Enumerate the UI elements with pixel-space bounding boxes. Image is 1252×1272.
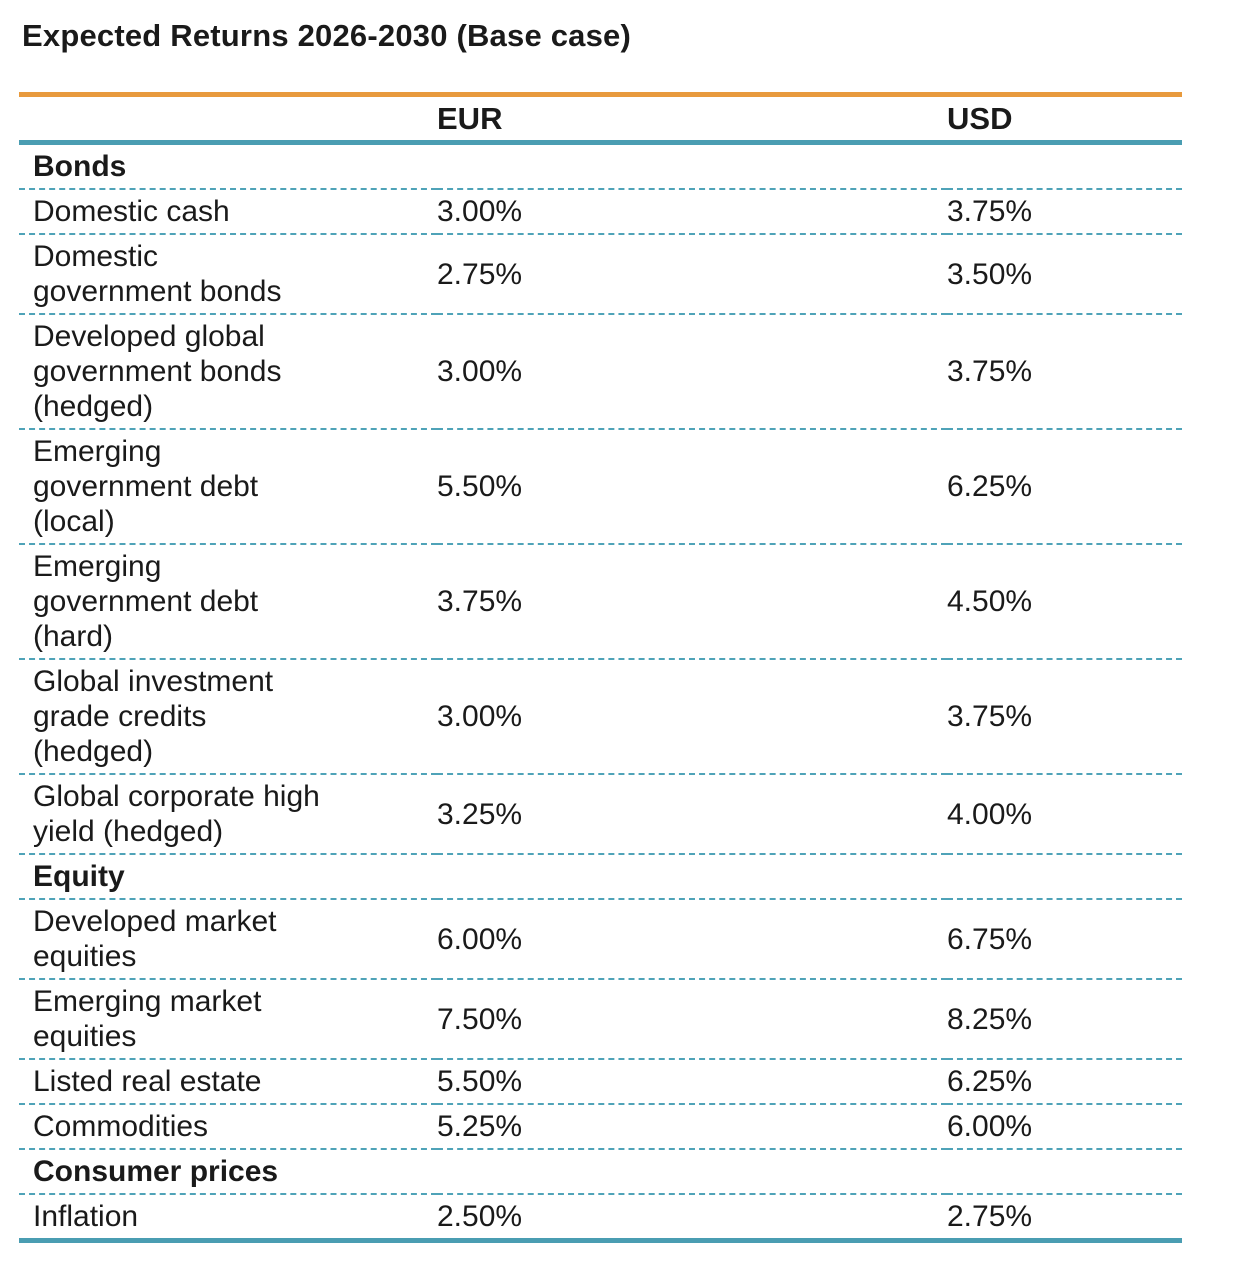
section-row: Bonds [19, 143, 1182, 189]
table-row: Global investment grade credits (hedged)… [19, 659, 1182, 774]
asset-label-cell: Developed market equities [33, 905, 277, 973]
section-row: Equity [19, 854, 1182, 899]
asset-label-cell: Domestic government bonds [33, 240, 282, 308]
usd-value-cell: 4.50% [947, 585, 1033, 618]
column-header-usd: USD [947, 101, 1013, 136]
table-row: Commodities 5.25% 6.00% [19, 1104, 1182, 1149]
expected-returns-table: EUR USD Bonds Domestic cash 3.00% 3.75% Dome… [19, 92, 1182, 1243]
usd-value-cell: 3.50% [947, 257, 1033, 291]
table-row: Domestic government bonds 2.75% 3.50% [19, 234, 1182, 314]
usd-value-cell: 3.75% [947, 355, 1033, 388]
table-row: Emerging market equities 7.50% 8.25% [19, 979, 1182, 1059]
eur-value-cell: 5.25% [437, 1110, 523, 1143]
eur-value-cell: 3.00% [437, 195, 523, 228]
column-header-eur: EUR [437, 101, 503, 136]
eur-value-cell: 3.25% [437, 797, 523, 831]
usd-value-cell: 3.75% [947, 195, 1033, 228]
column-header-asset [19, 95, 437, 143]
eur-value-cell: 3.75% [437, 585, 523, 618]
eur-value-cell: 5.50% [437, 470, 523, 503]
usd-value-cell: 6.75% [947, 922, 1033, 956]
usd-value-cell: 6.25% [947, 1065, 1033, 1098]
page-title: Expected Returns 2026-2030 (Base case) [22, 18, 631, 53]
table-row: Global corporate high yield (hedged) 3.25… [19, 774, 1182, 854]
usd-value-cell: 8.25% [947, 1002, 1033, 1036]
table-body: Bonds Domestic cash 3.00% 3.75% Domestic gov… [19, 143, 1182, 1241]
asset-label-cell: Inflation [33, 1200, 139, 1233]
table-row: Emerging government debt (hard) 3.75% 4.50… [19, 544, 1182, 659]
eur-value-cell: 7.50% [437, 1002, 523, 1036]
table-row: Developed global government bonds (hedge… [19, 314, 1182, 429]
asset-label-cell: Emerging government debt (hard) [33, 550, 259, 653]
usd-value-cell: 3.75% [947, 700, 1033, 733]
eur-value-cell: 6.00% [437, 922, 523, 956]
section-header: Bonds [33, 150, 127, 183]
eur-value-cell: 3.00% [437, 700, 523, 733]
eur-value-cell: 2.75% [437, 257, 523, 291]
table-row: Developed market equities 6.00% 6.75% [19, 899, 1182, 979]
table-header-row: EUR USD [19, 94, 1182, 143]
table-row: Emerging government debt (local) 5.50% 6.2… [19, 429, 1182, 544]
asset-label-cell: Global corporate high yield (hedged) [33, 780, 320, 848]
section-header: Consumer prices [33, 1155, 279, 1188]
asset-label-cell: Domestic cash [33, 195, 230, 228]
usd-value-cell: 6.00% [947, 1110, 1033, 1143]
section-header: Equity [33, 860, 125, 893]
asset-label-cell: Emerging market equities [33, 985, 262, 1053]
asset-label-cell: Commodities [33, 1110, 209, 1143]
eur-value-cell: 2.50% [437, 1200, 523, 1233]
eur-value-cell: 3.00% [437, 355, 523, 388]
section-row: Consumer prices [19, 1149, 1182, 1194]
usd-value-cell: 6.25% [947, 470, 1033, 503]
usd-value-cell: 2.75% [947, 1200, 1033, 1233]
usd-value-cell: 4.00% [947, 797, 1033, 831]
eur-value-cell: 5.50% [437, 1065, 523, 1098]
asset-label-cell: Global investment grade credits (hedged) [33, 665, 274, 768]
table-row: Domestic cash 3.00% 3.75% [19, 189, 1182, 234]
table-row: Listed real estate 5.50% 6.25% [19, 1059, 1182, 1104]
asset-label-cell: Listed real estate [33, 1065, 262, 1098]
asset-label-cell: Developed global government bonds (hedge… [33, 320, 282, 423]
table-row: Inflation 2.50% 2.75% [19, 1194, 1182, 1241]
asset-label-cell: Emerging government debt (local) [33, 435, 259, 538]
